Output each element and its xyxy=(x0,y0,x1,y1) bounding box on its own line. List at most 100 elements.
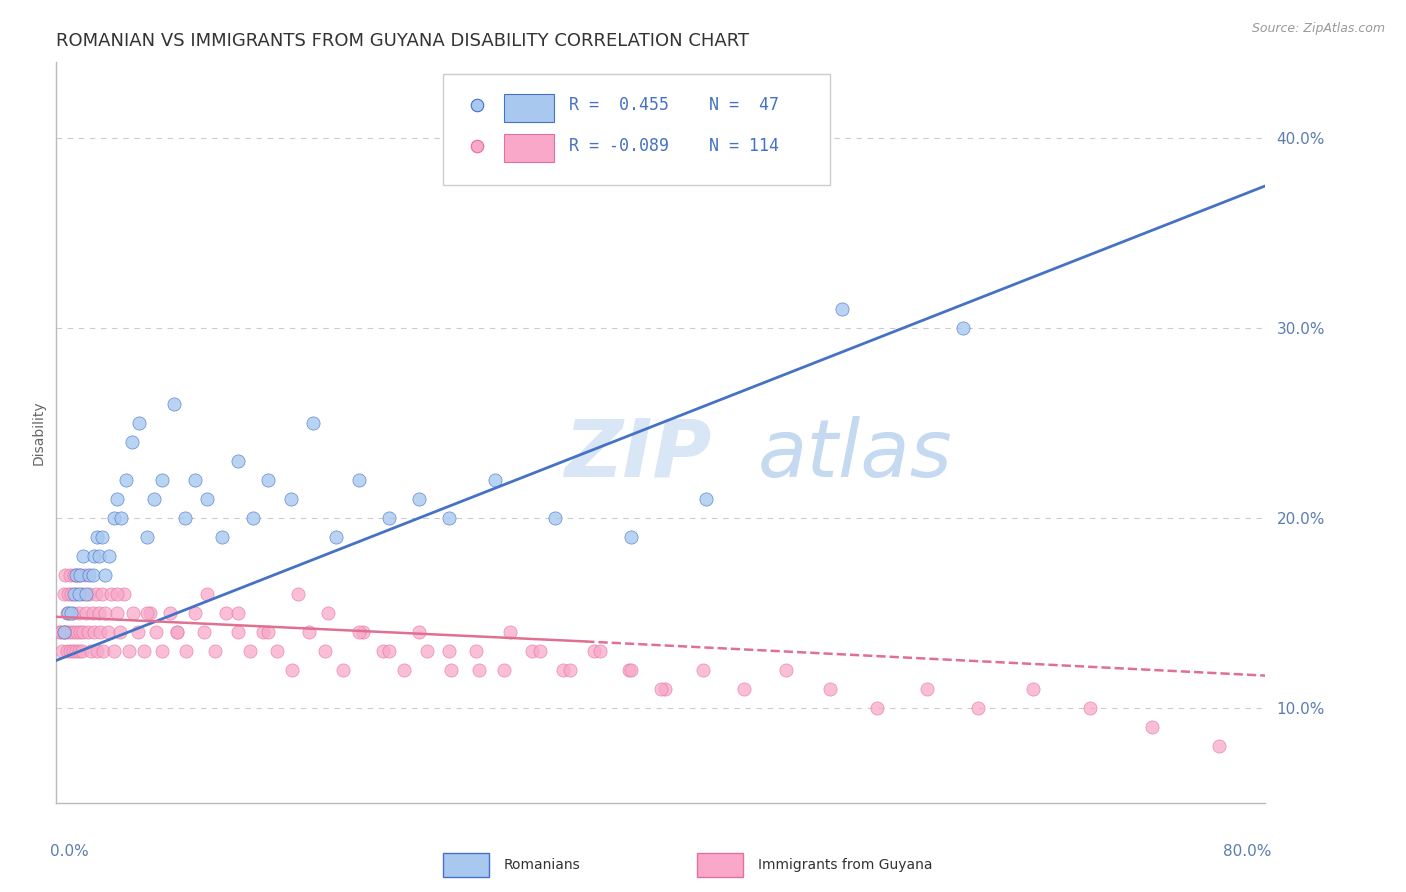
Point xyxy=(257,473,280,487)
Point xyxy=(105,587,128,601)
Point xyxy=(110,511,132,525)
Point xyxy=(298,624,321,639)
Point xyxy=(59,568,82,582)
Point xyxy=(132,644,155,658)
Point xyxy=(150,473,173,487)
Point xyxy=(439,644,461,658)
Y-axis label: Disability: Disability xyxy=(31,401,45,465)
Point xyxy=(65,568,87,582)
Point xyxy=(184,473,207,487)
Point xyxy=(108,624,131,639)
Point xyxy=(280,491,302,506)
Point xyxy=(484,473,506,487)
Point xyxy=(214,606,236,620)
Point xyxy=(82,568,104,582)
Point xyxy=(163,397,186,411)
Point xyxy=(100,587,122,601)
Point xyxy=(831,302,853,317)
Point xyxy=(66,624,89,639)
Point xyxy=(82,606,104,620)
Point xyxy=(915,681,938,696)
Point xyxy=(127,624,149,639)
Text: Romanians: Romanians xyxy=(503,858,581,872)
Point xyxy=(583,644,606,658)
Point xyxy=(86,644,108,658)
Point xyxy=(70,587,93,601)
Point xyxy=(76,587,98,601)
Point xyxy=(499,624,522,639)
Point xyxy=(72,549,94,563)
Point xyxy=(51,644,73,658)
Point xyxy=(86,530,108,544)
Point xyxy=(84,587,107,601)
Point xyxy=(59,644,82,658)
Point xyxy=(53,568,76,582)
Point xyxy=(692,663,714,677)
FancyBboxPatch shape xyxy=(697,853,742,877)
Point xyxy=(52,587,75,601)
Point xyxy=(226,606,249,620)
Text: atlas: atlas xyxy=(758,416,952,494)
Point xyxy=(89,624,111,639)
Point xyxy=(128,416,150,430)
Point xyxy=(193,624,215,639)
Text: ROMANIAN VS IMMIGRANTS FROM GUYANA DISABILITY CORRELATION CHART: ROMANIAN VS IMMIGRANTS FROM GUYANA DISAB… xyxy=(56,32,749,50)
Point xyxy=(58,624,80,639)
Point xyxy=(143,491,166,506)
Point xyxy=(529,644,551,658)
Point xyxy=(619,663,641,677)
Point xyxy=(551,663,574,677)
Point xyxy=(73,568,96,582)
Point xyxy=(408,491,430,506)
Point xyxy=(302,416,325,430)
Point xyxy=(1208,739,1230,753)
Text: 80.0%: 80.0% xyxy=(1223,844,1271,858)
Point xyxy=(65,644,87,658)
Point xyxy=(952,321,974,335)
Point xyxy=(91,644,114,658)
Point xyxy=(281,663,304,677)
Point xyxy=(69,568,91,582)
Point xyxy=(112,587,135,601)
Point xyxy=(377,644,401,658)
FancyBboxPatch shape xyxy=(443,853,489,877)
Point xyxy=(325,530,347,544)
Point xyxy=(314,644,336,658)
Point xyxy=(63,624,86,639)
Point xyxy=(76,606,98,620)
Point xyxy=(97,624,120,639)
Point xyxy=(166,624,188,639)
Point xyxy=(105,606,128,620)
Point xyxy=(79,587,101,601)
Point xyxy=(63,587,86,601)
Point xyxy=(1078,701,1101,715)
Point xyxy=(617,663,640,677)
Point xyxy=(52,624,75,639)
Point xyxy=(69,568,91,582)
Point xyxy=(197,587,219,601)
Point xyxy=(377,511,401,525)
Point xyxy=(465,644,488,658)
Point xyxy=(139,606,162,620)
Point xyxy=(695,491,717,506)
Point xyxy=(135,606,157,620)
Point xyxy=(48,624,70,639)
Point xyxy=(53,624,76,639)
Text: Immigrants from Guyana: Immigrants from Guyana xyxy=(758,858,932,872)
Point xyxy=(79,568,101,582)
Point xyxy=(415,644,437,658)
Point xyxy=(332,663,354,677)
Point xyxy=(118,644,141,658)
Point xyxy=(80,644,103,658)
Point xyxy=(560,663,582,677)
Point xyxy=(239,644,262,658)
Point xyxy=(56,606,79,620)
Point xyxy=(204,644,226,658)
Point xyxy=(226,454,249,468)
Point xyxy=(66,568,89,582)
Point xyxy=(67,606,90,620)
Point xyxy=(257,624,280,639)
Point xyxy=(58,587,80,601)
Point xyxy=(60,624,83,639)
Point xyxy=(775,663,797,677)
